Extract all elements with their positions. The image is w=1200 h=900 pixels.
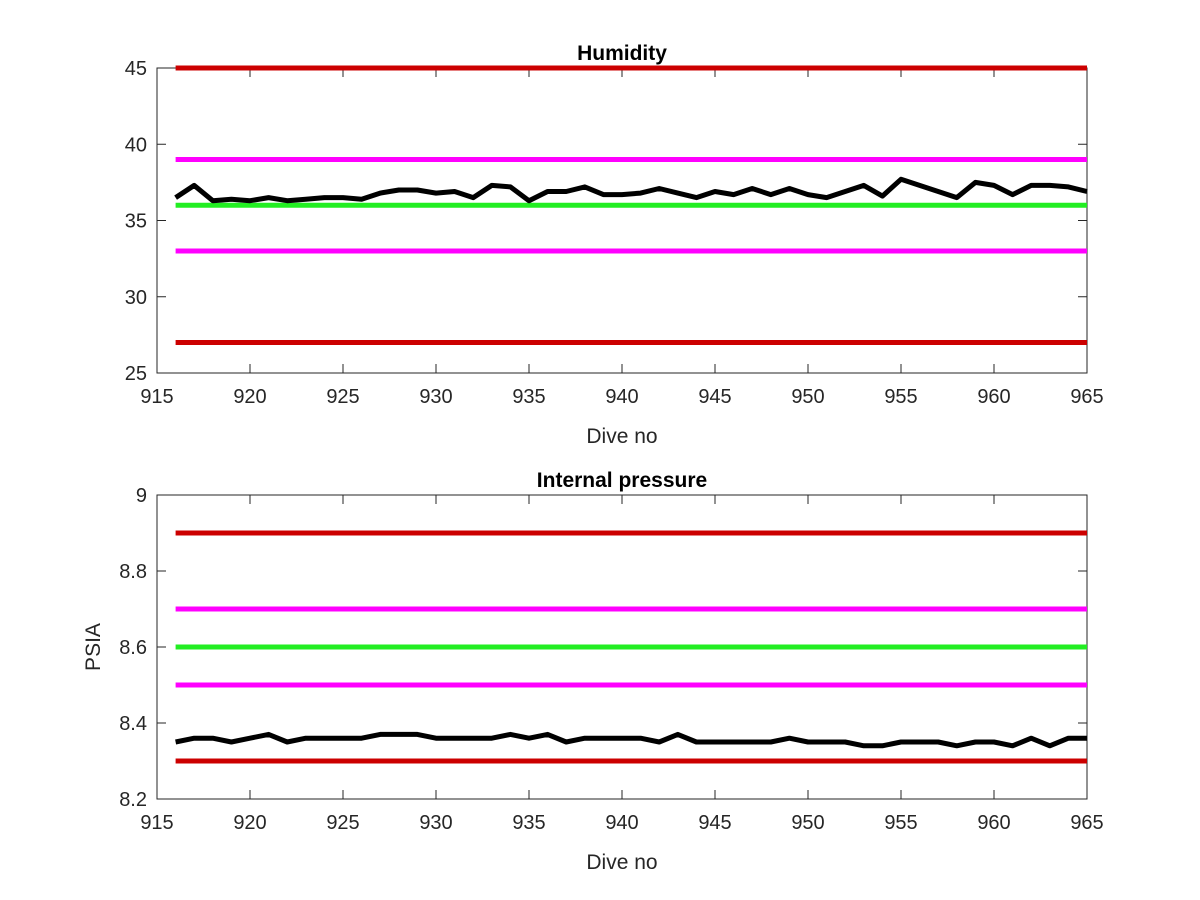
chart2-y-tick-label: 9 (136, 485, 147, 507)
chart1-x-axis-label: Dive no (586, 425, 657, 448)
chart2-data-line (175, 731, 1087, 749)
chart2-y-tick-label: 8.8 (119, 561, 147, 583)
chart1-plot-frame (156, 67, 1088, 374)
chart2-x-tick-label: 925 (326, 812, 359, 834)
chart1-title: Humidity (577, 42, 667, 65)
chart1-x-tick-label: 925 (326, 386, 359, 408)
chart2-x-axis-label: Dive no (586, 851, 657, 874)
chart1-y-tick-label: 35 (125, 211, 147, 233)
chart1-y-tick-label: 45 (125, 58, 147, 80)
chart1-x-tick-label: 945 (698, 386, 731, 408)
chart1-x-tick-label: 965 (1070, 386, 1103, 408)
chart2-y-axis-label: PSIA (82, 623, 105, 671)
chart1-x-tick-label: 960 (977, 386, 1010, 408)
chart1-x-tick-label: 950 (791, 386, 824, 408)
chart2-x-tick-label: 945 (698, 812, 731, 834)
chart1-x-tick-label: 955 (884, 386, 917, 408)
chart2-x-tick-label: 940 (605, 812, 638, 834)
chart1-x-tick-label: 930 (419, 386, 452, 408)
chart2-x-tick-label: 935 (512, 812, 545, 834)
chart2-x-tick-label: 965 (1070, 812, 1103, 834)
chart2-title: Internal pressure (537, 469, 707, 492)
chart2-x-tick-label: 955 (884, 812, 917, 834)
chart2-x-tick-label: 950 (791, 812, 824, 834)
chart1-x-tick-label: 915 (140, 386, 173, 408)
chart1-x-tick-label: 940 (605, 386, 638, 408)
chart1-y-tick-label: 30 (125, 287, 147, 309)
chart2-y-tick-label: 8.4 (119, 713, 147, 735)
chart1-data-line (174, 176, 1088, 204)
chart1-x-tick-label: 935 (512, 386, 545, 408)
chart2-x-tick-label: 930 (419, 812, 452, 834)
chart1-y-tick-label: 25 (125, 363, 147, 385)
chart1-x-tick-label: 920 (233, 386, 266, 408)
chart2-y-tick-label: 8.2 (119, 789, 147, 811)
chart2-x-tick-label: 915 (140, 812, 173, 834)
chart2-y-tick-label: 8.6 (119, 637, 147, 659)
chart1-y-tick-label: 40 (125, 134, 147, 156)
chart2-x-tick-label: 960 (977, 812, 1010, 834)
chart2-x-tick-label: 920 (233, 812, 266, 834)
